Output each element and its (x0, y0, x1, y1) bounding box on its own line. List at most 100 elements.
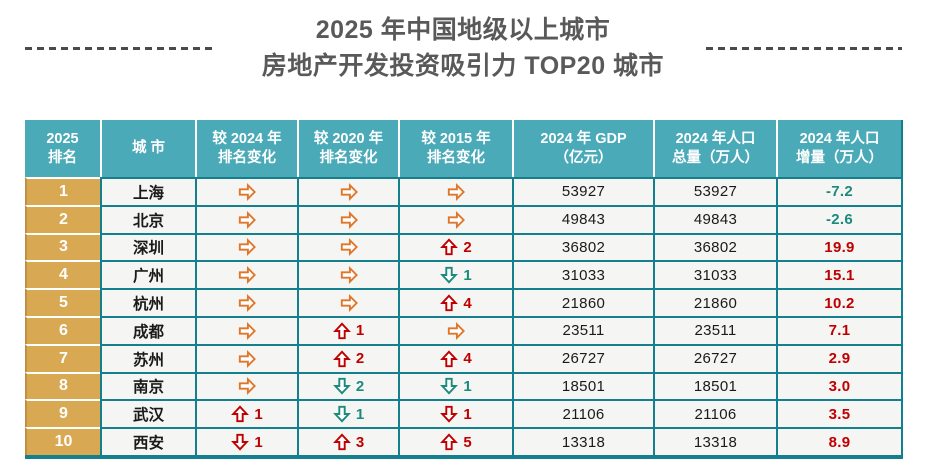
decorative-dashed-line-right (706, 47, 902, 50)
rank-change-cell: 1 (297, 399, 398, 428)
rank-change-value: 1 (463, 405, 472, 423)
rank-change-value: 4 (463, 294, 472, 312)
decorative-dashed-line-left (25, 47, 215, 50)
rank-cell: 2 (25, 204, 100, 233)
rank-change-cell (297, 260, 398, 289)
population-growth-cell: 3.5 (776, 399, 903, 428)
population-growth-value: 8.9 (828, 433, 851, 451)
rank-change-value: 3 (355, 433, 365, 451)
rank-change-value: 2 (355, 377, 365, 395)
right-arrow-icon (238, 321, 256, 340)
city-cell: 深圳 (100, 232, 195, 261)
gdp-cell: 23511 (512, 315, 653, 344)
up-arrow-icon (332, 350, 351, 367)
rank-change-cell: 2 (297, 343, 398, 372)
rank-change-value: 1 (463, 266, 472, 284)
rank-cell: 1 (25, 177, 100, 205)
population-growth-cell: 15.1 (776, 260, 903, 289)
up-arrow-icon (332, 322, 351, 340)
rank-change-cell: 3 (297, 427, 398, 455)
rank-change-cell: 5 (398, 427, 512, 455)
city-cell: 南京 (100, 371, 195, 400)
up-arrow-icon (440, 433, 459, 451)
column-header-line2: 排名 (48, 149, 77, 166)
population-growth-cell: 7.1 (776, 315, 903, 344)
column-header-line1: 较 2024 年 (212, 130, 282, 147)
gdp-cell: 49843 (512, 204, 653, 233)
population-total-cell: 49843 (653, 204, 776, 233)
up-arrow-icon (440, 294, 459, 312)
column-header: 较 2024 年排名变化 (195, 120, 297, 177)
rank-change-cell (195, 288, 297, 316)
population-growth-cell: 2.9 (776, 343, 903, 372)
rank-change-cell (195, 177, 297, 205)
column-header: 2024 年 GDP （亿元） (512, 120, 653, 177)
rank-change-cell (195, 371, 297, 400)
rank-cell: 5 (25, 288, 100, 316)
rank-change-cell (195, 343, 297, 372)
up-arrow-icon (440, 238, 459, 256)
rank-change-cell: 2 (398, 232, 512, 261)
right-arrow-icon (238, 294, 256, 313)
rank-change-value: 1 (355, 405, 365, 423)
right-arrow-icon (238, 349, 256, 368)
column-header-line2: 增量（万人） (796, 149, 883, 166)
rank-change-cell: 4 (398, 288, 512, 316)
down-arrow-icon (440, 406, 459, 423)
population-total-cell: 31033 (653, 260, 776, 289)
rank-change-cell (398, 177, 512, 205)
up-arrow-icon (440, 350, 459, 367)
rank-change-cell: 1 (398, 399, 512, 428)
column-header-line2: 总量（万人） (672, 149, 759, 166)
column-header-line2: 排名变化 (427, 149, 485, 166)
down-arrow-icon (332, 406, 351, 423)
gdp-cell: 53927 (512, 177, 653, 205)
population-total-cell: 18501 (653, 371, 776, 400)
rank-change-cell (195, 260, 297, 289)
column-header-line1: 较 2015 年 (421, 130, 491, 147)
gdp-cell: 18501 (512, 371, 653, 400)
right-arrow-icon (238, 210, 256, 229)
gdp-cell: 21106 (512, 399, 653, 428)
right-arrow-icon (238, 182, 256, 201)
column-header-line2: 排名变化 (218, 149, 276, 166)
rank-cell: 4 (25, 260, 100, 289)
right-arrow-icon (340, 294, 358, 313)
rank-change-cell: 1 (297, 315, 398, 344)
rank-change-value: 1 (463, 377, 472, 395)
population-total-cell: 23511 (653, 315, 776, 344)
rank-change-cell (297, 204, 398, 233)
column-header: 2024 年人口 增量（万人） (776, 120, 903, 177)
rank-change-value: 2 (463, 238, 472, 256)
right-arrow-icon (238, 238, 256, 257)
down-arrow-icon (440, 267, 459, 284)
rank-change-value: 1 (254, 433, 263, 451)
rank-change-cell: 1 (195, 399, 297, 428)
rank-change-cell: 4 (398, 343, 512, 372)
population-growth-value: 19.9 (824, 238, 855, 256)
gdp-cell: 21860 (512, 288, 653, 316)
gdp-cell: 13318 (512, 427, 653, 455)
rank-change-value: 1 (355, 322, 365, 340)
population-growth-value: 10.2 (824, 294, 855, 312)
column-header: 2024 年人口 总量（万人） (653, 120, 776, 177)
rank-change-cell (195, 204, 297, 233)
column-header: 较 2020 年排名变化 (297, 120, 398, 177)
page-title-line2: 房地产开发投资吸引力 TOP20 城市 (261, 52, 665, 80)
column-header-line1: 城 市 (131, 140, 166, 157)
right-arrow-icon (238, 266, 256, 285)
population-growth-value: 15.1 (824, 266, 855, 284)
city-cell: 西安 (100, 427, 195, 455)
column-header-line1: 较 2020 年 (313, 130, 384, 147)
down-arrow-icon (440, 378, 459, 396)
down-arrow-icon (231, 433, 250, 451)
page-title-line1: 2025 年中国地级以上城市 (315, 16, 611, 44)
rank-change-cell: 2 (297, 371, 398, 400)
population-growth-cell: 8.9 (776, 427, 903, 455)
population-total-cell: 13318 (653, 427, 776, 455)
column-header-line1: 2025 (46, 130, 79, 147)
city-cell: 上海 (100, 177, 195, 205)
rank-change-cell (398, 315, 512, 344)
gdp-cell: 31033 (512, 260, 653, 289)
